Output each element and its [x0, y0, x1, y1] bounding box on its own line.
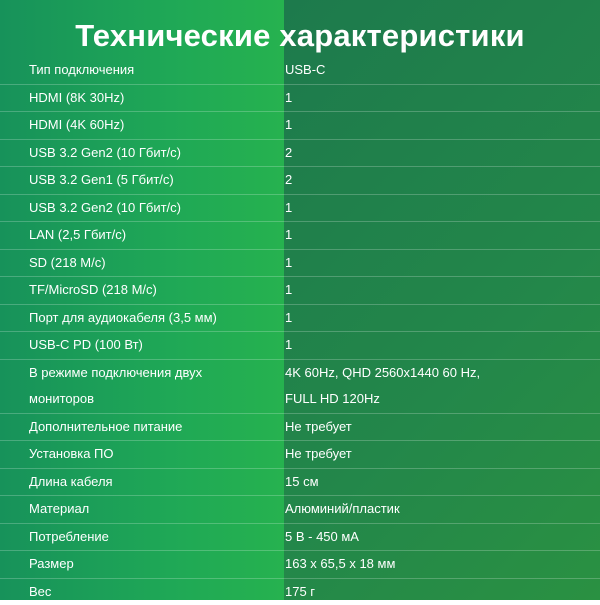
spec-value: 1 — [270, 332, 292, 359]
spec-value: 2 — [270, 167, 292, 194]
spec-label: Дополнительное питание — [0, 414, 270, 441]
spec-label: Материал — [0, 496, 270, 523]
spec-label: Установка ПО — [0, 441, 270, 468]
spec-value: 1 — [270, 305, 292, 332]
spec-label: HDMI (8K 30Hz) — [0, 85, 270, 112]
spec-value: 1 — [270, 250, 292, 277]
spec-value: 1 — [270, 195, 292, 222]
spec-value: 15 см — [270, 469, 319, 496]
spec-label: USB 3.2 Gen1 (5 Гбит/с) — [0, 167, 270, 194]
spec-label: TF/MicroSD (218 М/с) — [0, 277, 270, 304]
spec-row: USB 3.2 Gen2 (10 Гбит/с)2 — [0, 140, 600, 168]
spec-value: 2 — [270, 140, 292, 167]
spec-label: USB-C PD (100 Вт) — [0, 332, 270, 359]
spec-row: USB 3.2 Gen1 (5 Гбит/с)2 — [0, 167, 600, 195]
spec-row: USB 3.2 Gen2 (10 Гбит/с)1 — [0, 195, 600, 223]
spec-value: 1 — [270, 277, 292, 304]
spec-label: USB 3.2 Gen2 (10 Гбит/с) — [0, 140, 270, 167]
spec-label: Порт для аудиокабеля (3,5 мм) — [0, 305, 270, 332]
spec-value: Не требует — [270, 441, 352, 468]
spec-label: Потребление — [0, 524, 270, 551]
spec-label: LAN (2,5 Гбит/с) — [0, 222, 270, 249]
spec-value: USB-C — [270, 57, 325, 84]
spec-row: HDMI (8K 30Hz)1 — [0, 85, 600, 113]
spec-value: 175 г — [270, 579, 315, 605]
spec-value: 1 — [270, 85, 292, 112]
page-title: Технические характеристики — [0, 18, 600, 54]
spec-label: Вес — [0, 579, 270, 605]
spec-label: Длина кабеля — [0, 469, 270, 496]
spec-row: SD (218 М/с)1 — [0, 250, 600, 278]
spec-row: TF/MicroSD (218 М/с)1 — [0, 277, 600, 305]
spec-value: 1 — [270, 222, 292, 249]
spec-label: SD (218 М/с) — [0, 250, 270, 277]
spec-label: В режиме подключения двух мониторов — [0, 360, 270, 413]
spec-row: USB-C PD (100 Вт)1 — [0, 332, 600, 360]
spec-label: HDMI (4K 60Hz) — [0, 112, 270, 139]
spec-value: Не требует — [270, 414, 352, 441]
spec-label: USB 3.2 Gen2 (10 Гбит/с) — [0, 195, 270, 222]
spec-value: Алюминий/пластик — [270, 496, 400, 523]
spec-label: Размер — [0, 551, 270, 578]
spec-row: HDMI (4K 60Hz)1 — [0, 112, 600, 140]
spec-row: Порт для аудиокабеля (3,5 мм)1 — [0, 305, 600, 333]
spec-value: 4K 60Hz, QHD 2560x1440 60 Hz, FULL HD 12… — [270, 360, 480, 413]
spec-value: 163 x 65,5 x 18 мм — [270, 551, 395, 578]
spec-value: 1 — [270, 112, 292, 139]
spec-value: 5 В - 450 мА — [270, 524, 359, 551]
spec-row: LAN (2,5 Гбит/с)1 — [0, 222, 600, 250]
spec-label: Тип подключения — [0, 57, 270, 84]
